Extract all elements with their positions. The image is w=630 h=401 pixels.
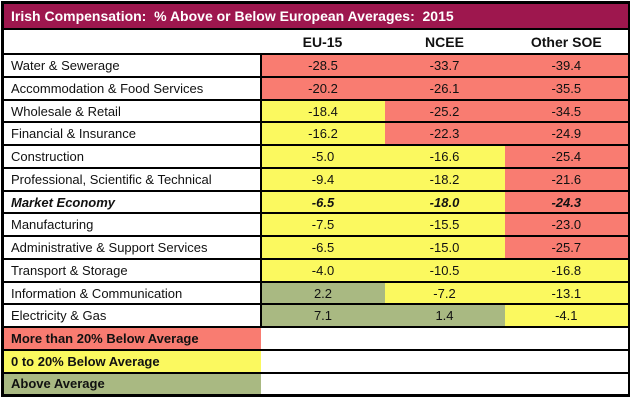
- legend-swatch-green: Above Average: [2, 372, 261, 396]
- legend-swatch-yellow: 0 to 20% Below Average: [2, 349, 261, 373]
- table-row: Professional, Scientific & Technical -9.…: [2, 167, 630, 191]
- sector-label: Wholesale & Retail: [2, 99, 262, 123]
- value-cell: -18.4: [260, 99, 385, 123]
- value-cell: -16.2: [260, 122, 385, 146]
- column-header-eu15: EU-15: [302, 33, 343, 50]
- value-cell: -10.5: [384, 258, 505, 282]
- value-cell: -6.5: [260, 236, 385, 259]
- table-row: Electricity & Gas 7.1 1.4 -4.1: [2, 304, 630, 328]
- value-cell: -28.5: [260, 54, 385, 77]
- sector-label: Transport & Storage: [2, 258, 262, 282]
- value-cell: -15.0: [384, 236, 505, 259]
- sector-label: Administrative & Support Services: [2, 236, 262, 259]
- value-cell: -25.2: [384, 99, 505, 123]
- sector-label: Information & Communication: [2, 281, 262, 305]
- value-cell: -5.0: [260, 145, 385, 168]
- legend-blank: [260, 372, 630, 396]
- table-row: Information & Communication 2.2 -7.2 -13…: [2, 281, 630, 305]
- value-cell: -20.2: [260, 76, 385, 100]
- sector-label: Construction: [2, 145, 262, 168]
- value-cell: -33.7: [384, 54, 505, 77]
- sector-label: Water & Sewerage: [2, 54, 262, 77]
- value-cell: -4.0: [260, 258, 385, 282]
- table-row: Manufacturing -7.5 -15.5 -23.0: [2, 213, 630, 237]
- legend-blank: [260, 349, 630, 373]
- legend-swatch-red: More than 20% Below Average: [2, 327, 261, 350]
- value-cell: -18.0: [384, 190, 505, 214]
- table-row: Construction -5.0 -16.6 -25.4: [2, 145, 630, 168]
- value-cell: -16.8: [504, 258, 630, 282]
- legend-row-yellow: 0 to 20% Below Average: [2, 349, 630, 373]
- value-cell: -26.1: [384, 76, 505, 100]
- value-cell: 7.1: [260, 304, 385, 328]
- title-row: Irish Compensation: % Above or Below Eur…: [2, 2, 630, 30]
- value-cell: -25.7: [504, 236, 630, 259]
- column-header-row: EU-15 NCEE Other SOE: [2, 29, 630, 55]
- corner-cell: [3, 29, 261, 54]
- legend-row-red: More than 20% Below Average: [2, 327, 630, 350]
- value-cell: -18.2: [384, 167, 505, 191]
- table-title: Irish Compensation: % Above or Below Eur…: [11, 8, 454, 25]
- value-cell: -7.5: [260, 213, 385, 237]
- table-row-market-economy: Market Economy -6.5 -18.0 -24.3: [2, 190, 630, 214]
- sector-label: Market Economy: [2, 190, 262, 214]
- value-cell: 2.2: [260, 281, 385, 305]
- sector-label: Professional, Scientific & Technical: [2, 167, 262, 191]
- value-cell: -24.9: [504, 122, 630, 146]
- sector-label: Electricity & Gas: [2, 304, 262, 328]
- sector-label: Accommodation & Food Services: [2, 76, 262, 100]
- value-cell: -34.5: [504, 99, 630, 123]
- table-row: Wholesale & Retail -18.4 -25.2 -34.5: [2, 99, 630, 123]
- value-cell: -22.3: [384, 122, 505, 146]
- sector-label: Financial & Insurance: [2, 122, 262, 146]
- value-cell: -24.3: [504, 190, 630, 214]
- column-header-ncee: NCEE: [425, 33, 464, 50]
- column-header-other-soe: Other SOE: [530, 33, 602, 50]
- value-cell: -4.1: [504, 304, 630, 328]
- value-cell: 1.4: [384, 304, 505, 328]
- legend-row-green: Above Average: [2, 372, 630, 396]
- sector-label: Manufacturing: [2, 213, 262, 237]
- table-row: Administrative & Support Services -6.5 -…: [2, 236, 630, 259]
- value-cell: -16.6: [384, 145, 505, 168]
- table-row: Accommodation & Food Services -20.2 -26.…: [2, 76, 630, 100]
- value-cell: -35.5: [504, 76, 630, 100]
- table-row: Transport & Storage -4.0 -10.5 -16.8: [2, 258, 630, 282]
- value-cell: -21.6: [504, 167, 630, 191]
- value-cell: -9.4: [260, 167, 385, 191]
- table-row: Financial & Insurance -16.2 -22.3 -24.9: [2, 122, 630, 146]
- table-row: Water & Sewerage -28.5 -33.7 -39.4: [2, 54, 630, 77]
- legend-blank: [260, 327, 630, 350]
- value-cell: -15.5: [384, 213, 505, 237]
- value-cell: -13.1: [504, 281, 630, 305]
- value-cell: -25.4: [504, 145, 630, 168]
- value-cell: -23.0: [504, 213, 630, 237]
- value-cell: -7.2: [384, 281, 505, 305]
- value-cell: -39.4: [504, 54, 630, 77]
- value-cell: -6.5: [260, 190, 385, 214]
